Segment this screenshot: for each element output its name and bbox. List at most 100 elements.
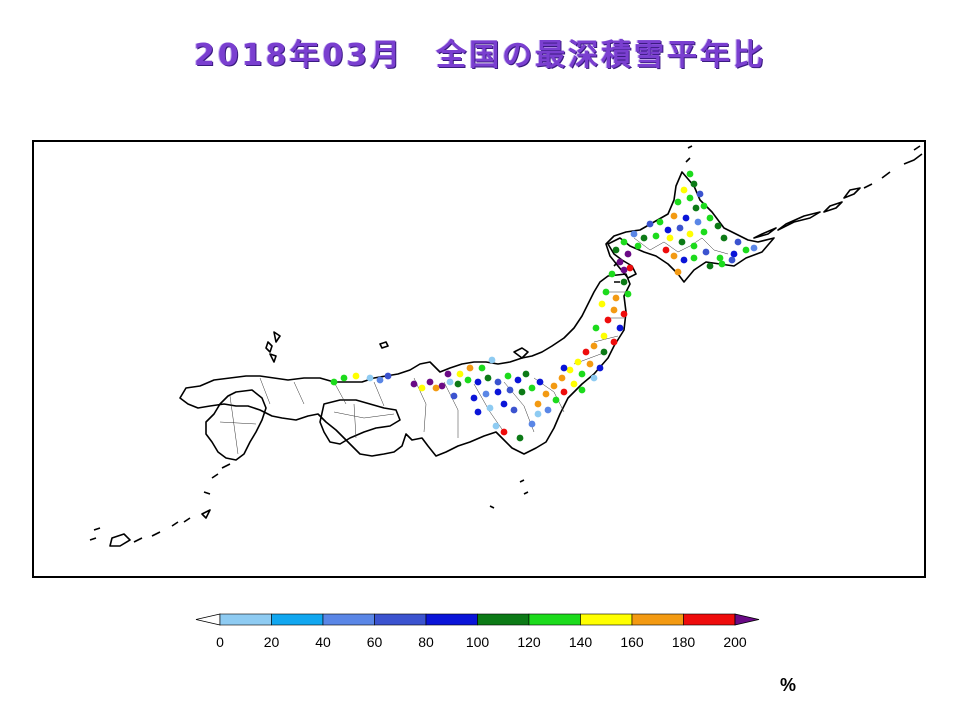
station-marker xyxy=(702,248,710,256)
station-marker xyxy=(624,250,632,258)
station-marker xyxy=(528,384,536,392)
station-marker xyxy=(518,388,526,396)
station-marker xyxy=(730,250,738,258)
station-marker xyxy=(470,394,478,402)
legend-tick-label: 200 xyxy=(723,634,747,650)
station-marker xyxy=(670,252,678,260)
station-marker xyxy=(620,238,628,246)
legend-tick-label: 100 xyxy=(466,634,490,650)
unit-label: % xyxy=(780,675,797,695)
station-marker xyxy=(578,370,586,378)
station-marker xyxy=(700,228,708,236)
station-marker xyxy=(734,238,742,246)
station-marker xyxy=(592,324,600,332)
station-marker xyxy=(590,374,598,382)
station-marker xyxy=(612,294,620,302)
map-title: 2018年03月 全国の最深積雪平年比 xyxy=(193,38,767,73)
station-marker xyxy=(582,348,590,356)
station-marker xyxy=(696,190,704,198)
station-marker xyxy=(714,222,722,230)
prefecture-borders xyxy=(219,237,729,455)
station-marker xyxy=(674,198,682,206)
station-marker xyxy=(634,242,642,250)
station-marker xyxy=(678,238,686,246)
kuril-islands xyxy=(753,145,923,239)
station-marker xyxy=(652,232,660,240)
color-legend: 0 20 40 60 80 100 120 140 160 180 200 xyxy=(195,613,760,650)
station-marker xyxy=(478,364,486,372)
japan-map xyxy=(89,145,923,547)
station-marker xyxy=(330,378,338,386)
station-marker xyxy=(646,220,654,228)
legend-ticks: 0 20 40 60 80 100 120 140 160 180 200 xyxy=(216,634,747,650)
station-marker xyxy=(620,310,628,318)
station-marker xyxy=(626,264,634,272)
station-marker xyxy=(522,370,530,378)
station-marker xyxy=(596,364,604,372)
station-marker xyxy=(682,214,690,222)
station-marker xyxy=(536,378,544,386)
station-marker xyxy=(482,390,490,398)
station-marker xyxy=(750,244,758,252)
station-marker xyxy=(418,384,426,392)
tsushima xyxy=(265,331,389,363)
legend-swatch xyxy=(580,613,633,626)
legend-under-triangle xyxy=(195,613,221,626)
station-marker xyxy=(464,376,472,384)
station-marker xyxy=(446,378,454,386)
station-marker xyxy=(690,242,698,250)
station-marker xyxy=(686,170,694,178)
station-marker xyxy=(558,374,566,382)
station-marker xyxy=(340,374,348,382)
legend-swatch xyxy=(631,613,684,626)
legend-tick-label: 40 xyxy=(315,634,331,650)
station-marker xyxy=(706,214,714,222)
station-marker xyxy=(542,390,550,398)
station-marker xyxy=(484,374,492,382)
station-marker xyxy=(624,290,632,298)
station-marker xyxy=(552,396,560,404)
station-marker xyxy=(492,422,500,430)
kyushu-coast xyxy=(205,389,267,461)
station-marker xyxy=(574,358,582,366)
legend-tick-label: 140 xyxy=(569,634,593,650)
station-marker xyxy=(528,420,536,428)
station-marker xyxy=(366,374,374,382)
station-marker xyxy=(600,348,608,356)
station-marker xyxy=(616,258,624,266)
station-marker xyxy=(610,306,618,314)
station-marker xyxy=(686,194,694,202)
station-marker xyxy=(352,372,360,380)
station-marker xyxy=(570,380,578,388)
hokkaido-coast xyxy=(605,171,775,283)
station-marker xyxy=(680,186,688,194)
station-marker xyxy=(438,382,446,390)
station-marker xyxy=(444,370,452,378)
map-frame xyxy=(32,140,926,578)
station-marker xyxy=(450,392,458,400)
station-marker xyxy=(694,218,702,226)
station-marker xyxy=(454,380,462,388)
station-marker xyxy=(600,332,608,340)
station-marker xyxy=(728,256,736,264)
station-marker xyxy=(494,378,502,386)
station-markers xyxy=(330,170,758,442)
legend-tick-label: 60 xyxy=(367,634,383,650)
station-marker xyxy=(474,408,482,416)
station-marker xyxy=(432,384,440,392)
station-marker xyxy=(376,376,384,384)
station-marker xyxy=(674,268,682,276)
legend-swatch xyxy=(219,613,272,626)
station-marker xyxy=(742,246,750,254)
station-marker xyxy=(474,378,482,386)
station-marker xyxy=(500,428,508,436)
izu-islands xyxy=(489,479,529,509)
legend-swatch xyxy=(374,613,427,626)
sado-island xyxy=(513,347,529,359)
legend-swatch xyxy=(477,613,530,626)
legend-tick-label: 120 xyxy=(517,634,541,650)
legend-tick-label: 20 xyxy=(264,634,280,650)
station-marker xyxy=(640,234,648,242)
legend-tick-label: 80 xyxy=(418,634,434,650)
station-marker xyxy=(456,370,464,378)
